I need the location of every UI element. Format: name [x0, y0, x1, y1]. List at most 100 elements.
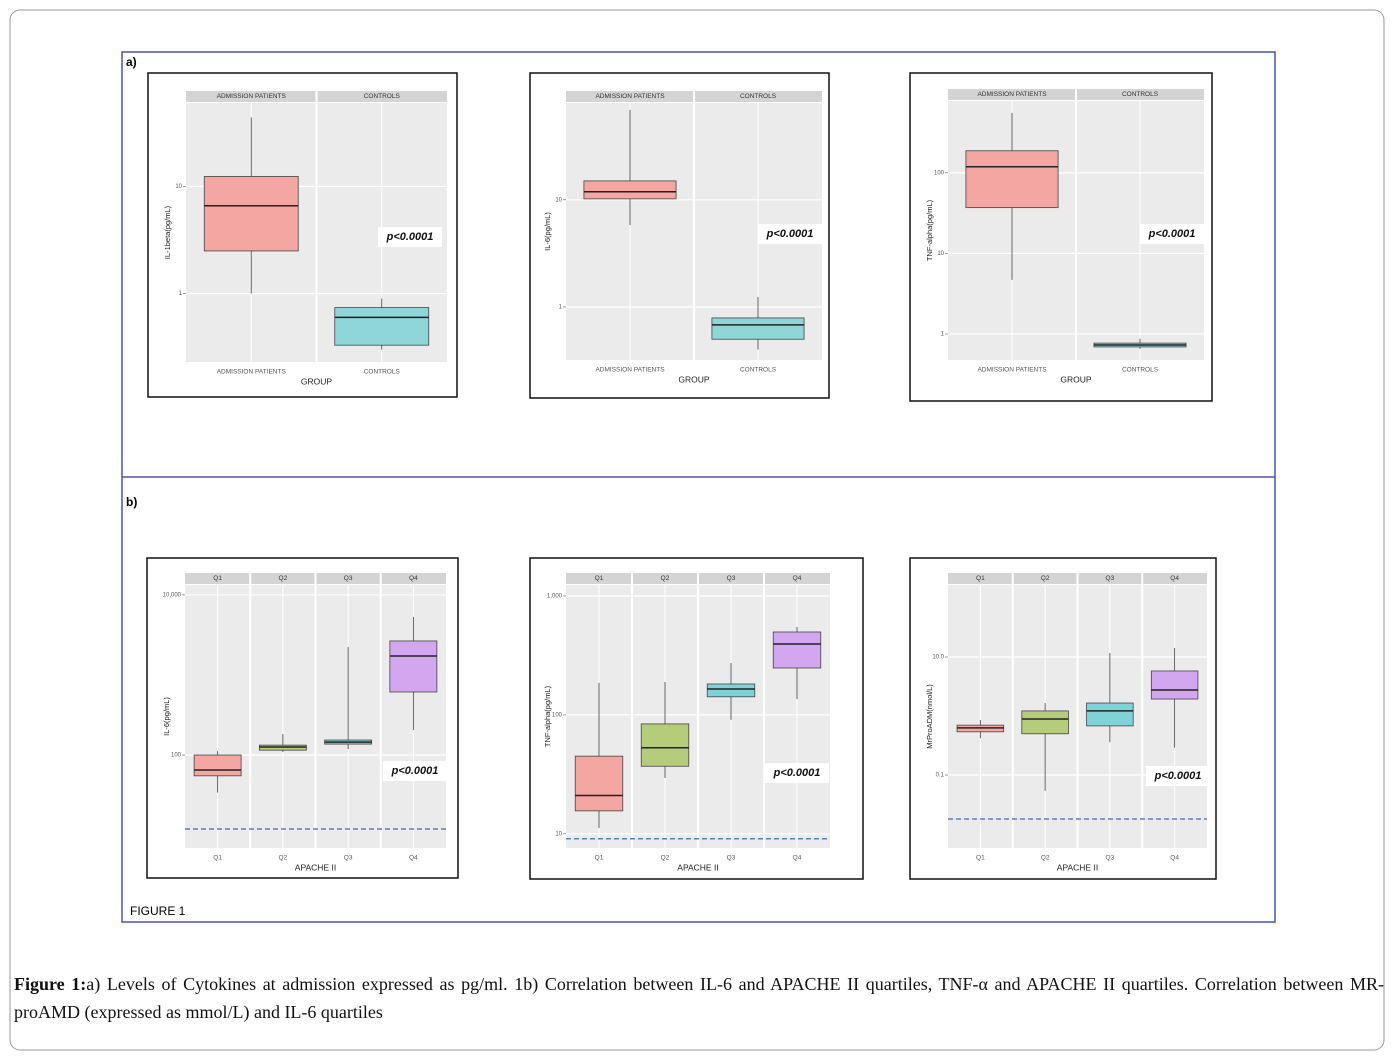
y-tick-label: 100	[934, 170, 945, 176]
facet-label: Q4	[409, 575, 418, 582]
x-tick-label: ADMISSION PATIENTS	[595, 367, 665, 374]
x-tick-label: Q4	[1170, 855, 1179, 862]
x-tick-label: Q2	[1041, 855, 1050, 862]
y-tick-label: 1	[559, 305, 563, 311]
y-tick-label: 10.0	[932, 655, 944, 661]
box	[583, 180, 677, 200]
figure-frame	[121, 51, 1276, 923]
annotation-background	[378, 227, 442, 247]
x-axis-label: APACHE II	[677, 862, 718, 872]
annotation: p<0.0001	[391, 765, 439, 777]
page-frame	[9, 9, 1385, 1051]
y-axis-label: MrProADM(nmol/L)	[925, 684, 934, 749]
y-tick-label: 10	[555, 831, 562, 837]
x-tick-label: Q2	[661, 855, 670, 862]
facet-label: Q4	[793, 575, 802, 582]
box	[334, 307, 430, 346]
box	[389, 640, 438, 693]
y-axis-label: IL-6(pg/mL)	[162, 697, 171, 736]
facet-label: CONTROLS	[740, 93, 777, 100]
facet-strip	[566, 91, 693, 102]
x-axis-label: APACHE II	[295, 862, 336, 872]
x-axis-label: GROUP	[1060, 374, 1092, 384]
y-tick-label: 100	[171, 753, 182, 759]
facet-strip	[381, 573, 446, 584]
box	[193, 754, 242, 777]
x-tick-label: Q4	[793, 855, 802, 862]
facet-strip	[316, 573, 380, 584]
y-tick-label: 10,000	[163, 592, 182, 598]
facet-label: Q3	[344, 575, 353, 582]
facet-strip	[317, 91, 447, 102]
facet-label: Q1	[595, 575, 604, 582]
y-tick-label: 10	[937, 251, 944, 257]
caption-label: Figure 1:	[14, 974, 87, 994]
x-tick-label: CONTROLS	[1122, 367, 1159, 374]
annotation: p<0.0001	[386, 231, 434, 243]
facet-strip	[695, 91, 822, 102]
box	[772, 631, 822, 669]
annotation-background	[765, 763, 829, 783]
panel-label: b)	[126, 495, 137, 509]
figure-label: FIGURE 1	[130, 904, 186, 918]
facet-strip	[185, 573, 250, 584]
y-tick-label: 10	[175, 184, 182, 190]
x-tick-label: Q4	[409, 855, 418, 862]
x-tick-label: CONTROLS	[364, 369, 401, 376]
y-tick-label: 1,000	[547, 594, 563, 600]
x-tick-label: Q2	[279, 855, 288, 862]
y-axis-label: IL-6(pg/mL)	[543, 212, 552, 251]
box	[711, 317, 805, 340]
facet-label: Q4	[1170, 575, 1179, 582]
facet-label: Q1	[976, 575, 985, 582]
x-tick-label: Q1	[976, 855, 985, 862]
facet-strip	[633, 573, 697, 584]
y-tick-label: 10	[555, 197, 562, 203]
x-axis-label: GROUP	[301, 376, 333, 386]
facet-strip	[1143, 573, 1207, 584]
panel-label: a)	[126, 55, 137, 69]
y-axis-label: TNF-alpha(pg/mL)	[543, 685, 552, 747]
annotation-background	[1146, 766, 1210, 786]
box	[640, 723, 690, 767]
annotation-background	[383, 761, 447, 781]
facet-label: ADMISSION PATIENTS	[977, 91, 1047, 98]
annotation-background	[1140, 224, 1204, 244]
x-tick-label: Q1	[213, 855, 222, 862]
annotation: p<0.0001	[773, 767, 821, 779]
facet-label: Q2	[1041, 575, 1050, 582]
box	[203, 175, 299, 252]
annotation: p<0.0001	[1154, 770, 1202, 782]
facet-label: Q2	[279, 575, 288, 582]
annotation-background	[758, 224, 822, 244]
box	[706, 683, 756, 698]
annotation: p<0.0001	[1148, 228, 1196, 240]
x-axis-label: GROUP	[678, 374, 710, 384]
box	[965, 150, 1059, 209]
x-tick-label: Q3	[727, 855, 736, 862]
box	[1150, 670, 1199, 700]
y-axis-label: TNF-alpha(pg/mL)	[925, 199, 934, 261]
facet-label: ADMISSION PATIENTS	[595, 93, 665, 100]
y-tick-label: 1	[941, 332, 945, 338]
y-tick-label: 1	[179, 291, 183, 297]
facet-label: CONTROLS	[364, 93, 401, 100]
facet-strip	[251, 573, 315, 584]
x-tick-label: Q3	[1106, 855, 1115, 862]
facet-strip	[1077, 89, 1204, 100]
facet-label: Q2	[661, 575, 670, 582]
y-tick-label: 0.1	[936, 773, 945, 779]
box	[1086, 702, 1134, 727]
x-tick-label: ADMISSION PATIENTS	[217, 369, 287, 376]
facet-strip	[566, 573, 631, 584]
facet-label: CONTROLS	[1122, 91, 1159, 98]
x-tick-label: Q1	[595, 855, 604, 862]
facet-strip	[1013, 573, 1077, 584]
box	[1021, 710, 1069, 735]
x-tick-label: CONTROLS	[740, 367, 777, 374]
y-axis-label: IL-1beta(pg/mL)	[163, 205, 172, 259]
y-tick-label: 100	[552, 712, 563, 718]
facet-strip	[186, 91, 316, 102]
